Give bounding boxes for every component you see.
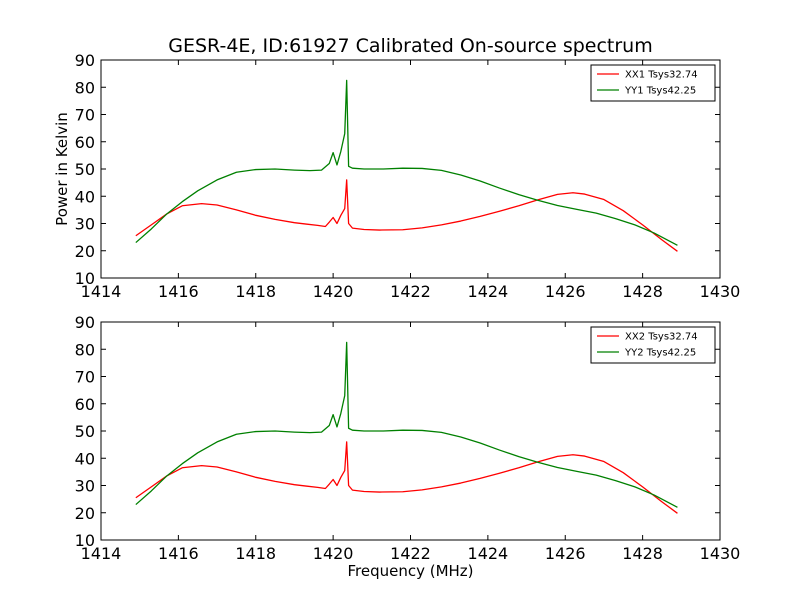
series-line-2-2 <box>135 341 678 508</box>
x-tick-label: 1426 <box>545 282 586 301</box>
chart-panel-1: 1414 1416 1418 1420 1422 1424 1426 1428 1430 10 20… <box>53 35 740 301</box>
y-tick-label: 50 <box>75 422 95 441</box>
y-tick-label: 20 <box>75 242 95 261</box>
legend-entry: XX2 Tsys32.74 <box>625 332 698 343</box>
x-tick-label: 1414 <box>81 544 122 563</box>
legend-box <box>590 326 716 364</box>
y-tick-label: 90 <box>75 51 95 70</box>
legend-box <box>590 64 716 102</box>
legend-entry: YY2 Tsys42.25 <box>624 348 696 359</box>
x-tick-label: 1420 <box>313 282 354 301</box>
y-tick-label: 10 <box>75 531 95 550</box>
x-tick-label: 1416 <box>158 544 199 563</box>
x-tick-label: 1428 <box>622 544 663 563</box>
y-tick-label: 40 <box>75 449 95 468</box>
y-tick-label: 30 <box>75 215 95 234</box>
series-line-1-1 <box>135 179 678 252</box>
y-tick-label: 80 <box>75 340 95 359</box>
y-tick-label: 30 <box>75 477 95 496</box>
x-axis-label: Frequency (MHz) <box>347 562 473 580</box>
y-tick-label: 90 <box>75 313 95 332</box>
y-tick-label: 60 <box>75 395 95 414</box>
x-tick-label: 1424 <box>468 544 509 563</box>
x-tick-label: 1420 <box>313 544 354 563</box>
y-tick-label: 40 <box>75 187 95 206</box>
series-line-1-2 <box>135 79 678 246</box>
x-tick-label: 1428 <box>622 282 663 301</box>
y-tick-label: 60 <box>75 133 95 152</box>
y-tick-label: 10 <box>75 269 95 288</box>
y-tick-label: 80 <box>75 78 95 97</box>
y-tick-label: 20 <box>75 504 95 523</box>
x-tick-label: 1426 <box>545 544 586 563</box>
legend: XX1 Tsys32.74 YY1 Tsys42.25 <box>590 64 716 102</box>
y-tick-label: 70 <box>75 106 95 125</box>
series-line-2-1 <box>135 441 678 514</box>
x-tick-label: 1422 <box>390 282 431 301</box>
legend: XX2 Tsys32.74 YY2 Tsys42.25 <box>590 326 716 364</box>
y-tick-label: 70 <box>75 368 95 387</box>
chart-title: GESR-4E, ID:61927 Calibrated On-source s… <box>168 35 652 57</box>
x-tick-label: 1422 <box>390 544 431 563</box>
x-tick-label: 1430 <box>700 282 741 301</box>
x-tick-label: 1416 <box>158 282 199 301</box>
x-tick-label: 1424 <box>468 282 509 301</box>
y-axis-label: Power in Kelvin <box>53 112 71 226</box>
legend-entry: YY1 Tsys42.25 <box>624 86 696 97</box>
y-tick-label: 50 <box>75 160 95 179</box>
legend-entry: XX1 Tsys32.74 <box>625 70 698 81</box>
chart-panel-2: 1414 1416 1418 1420 1422 1424 1426 1428 1430 10 20… <box>75 313 741 580</box>
x-tick-label: 1414 <box>81 282 122 301</box>
x-tick-label: 1430 <box>700 544 741 563</box>
x-tick-label: 1418 <box>235 282 276 301</box>
x-tick-label: 1418 <box>235 544 276 563</box>
